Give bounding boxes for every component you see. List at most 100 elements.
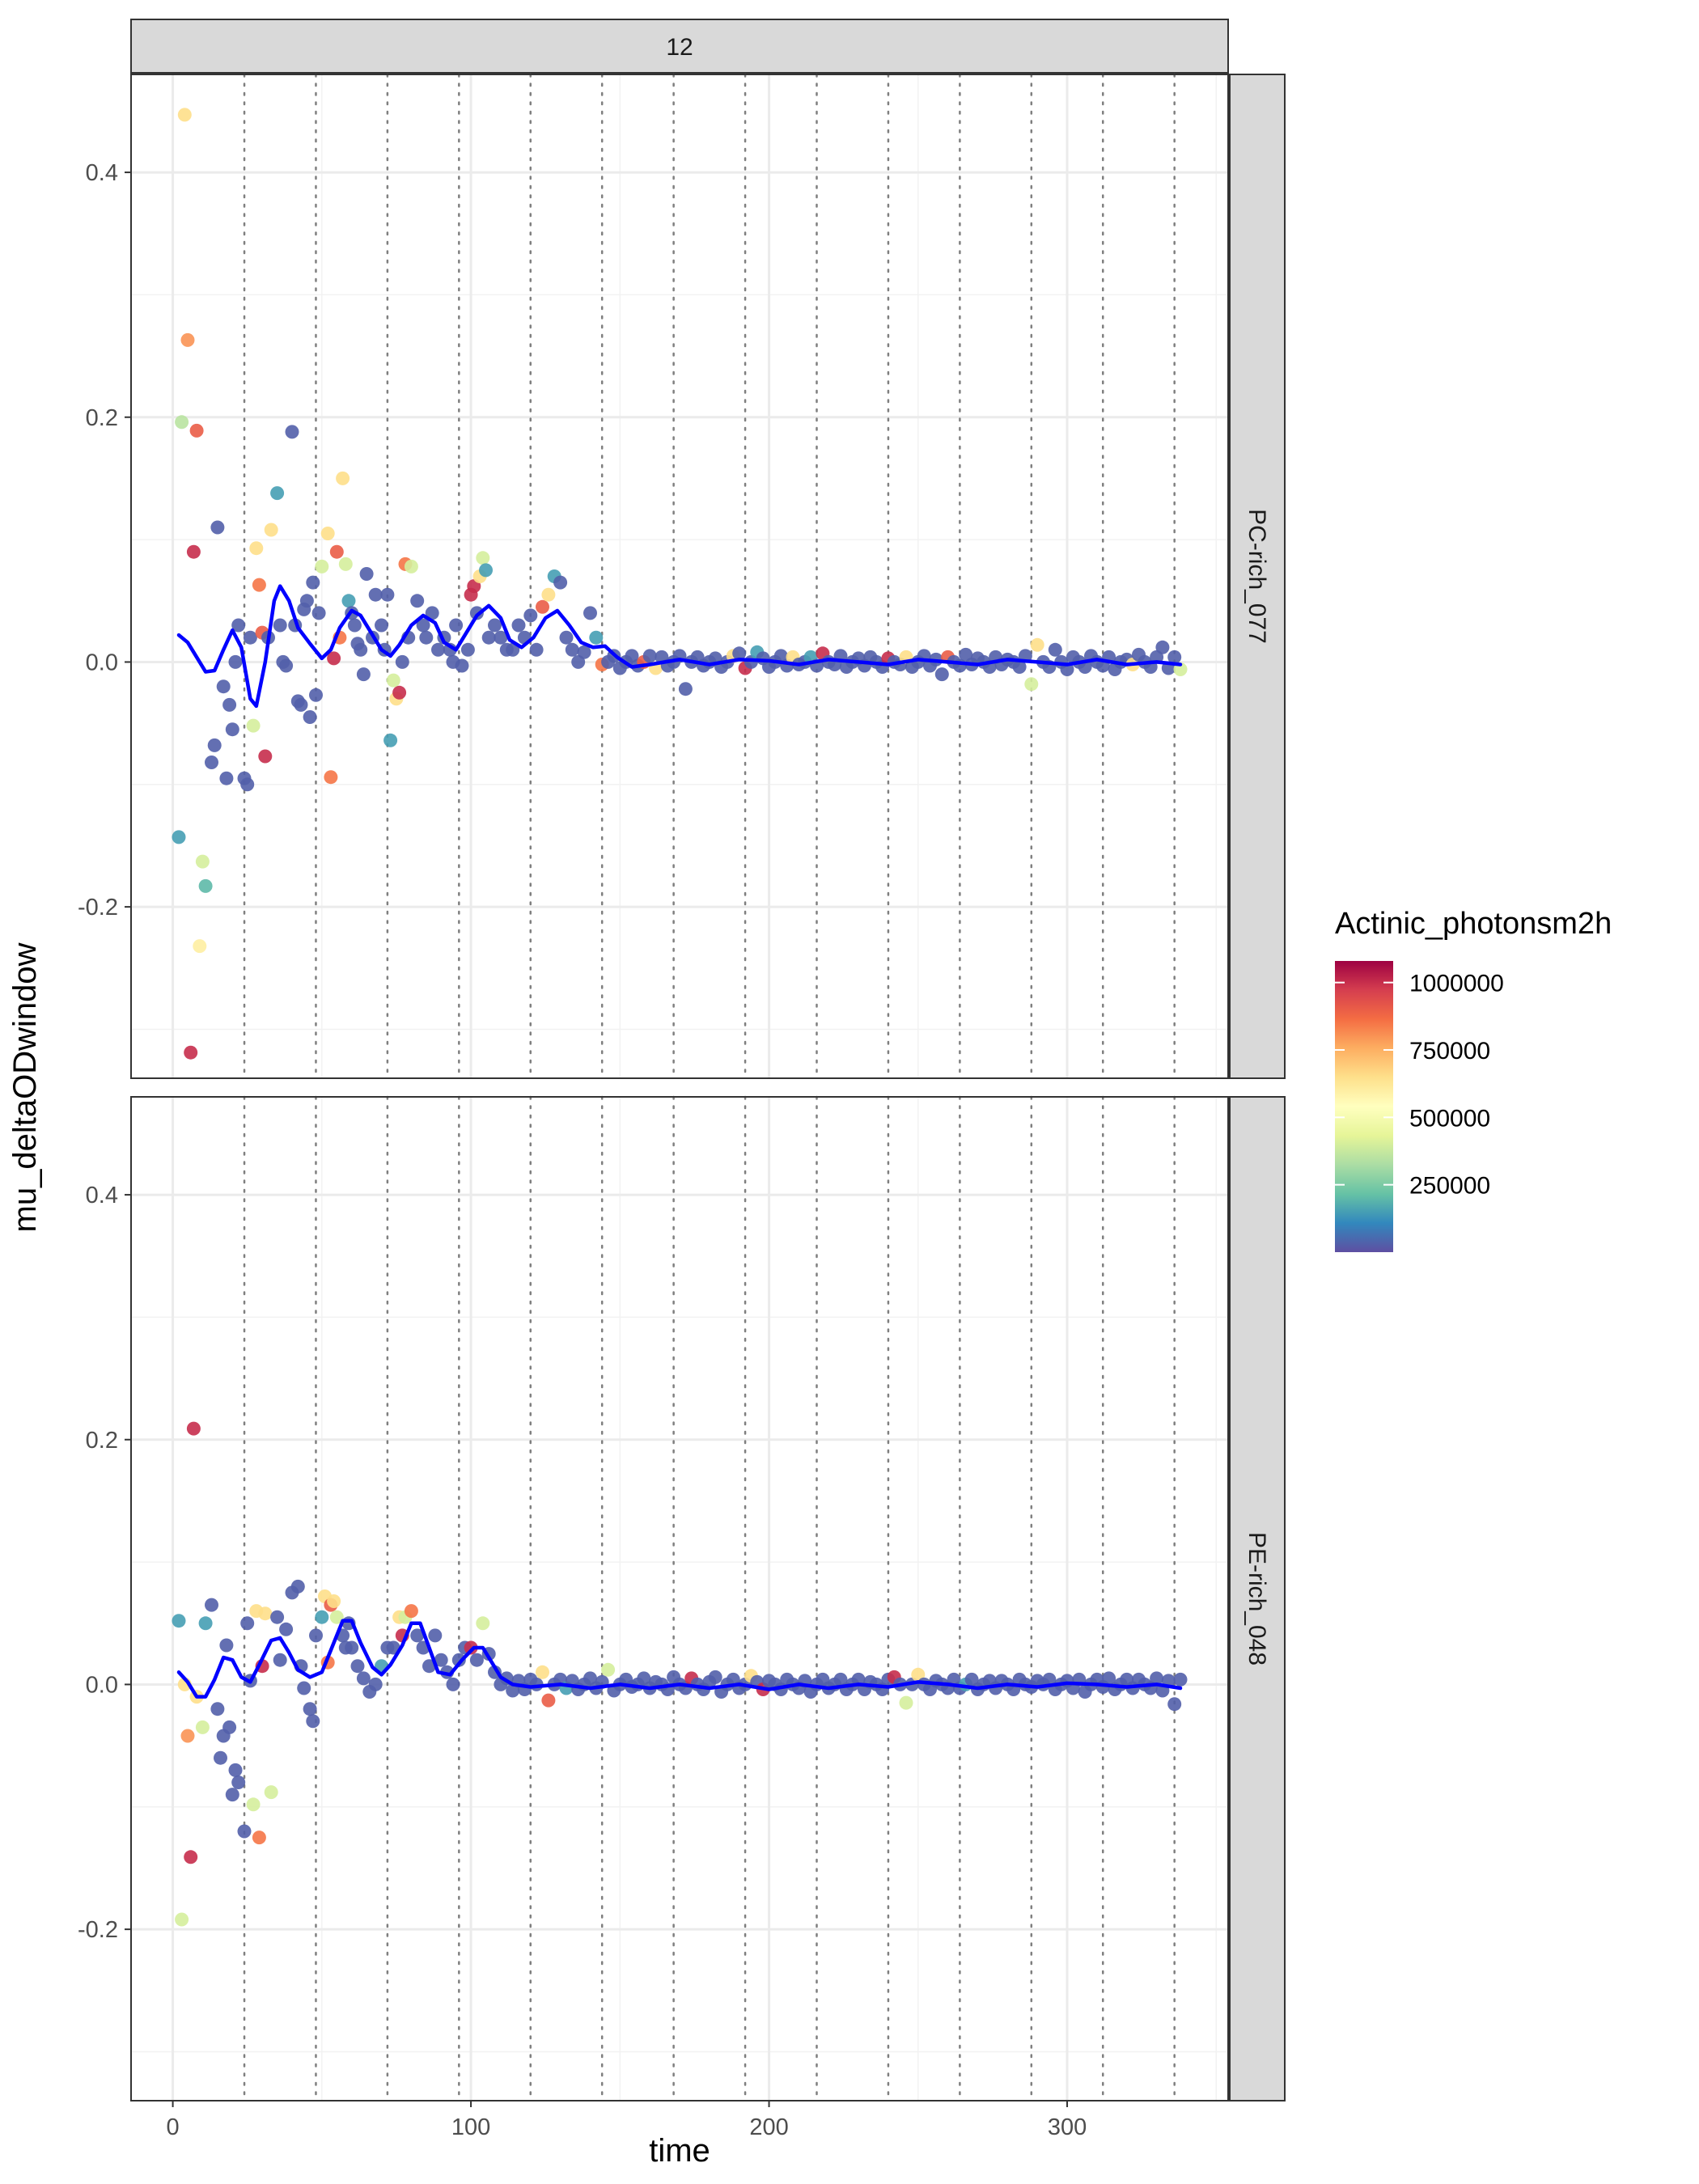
data-point (541, 1693, 556, 1708)
data-point (1012, 660, 1027, 674)
data-point (536, 1665, 549, 1679)
y-tick-label: -0.2 (78, 895, 118, 921)
data-point (240, 777, 255, 792)
data-point (231, 1776, 246, 1789)
data-point (324, 770, 338, 785)
data-point (601, 1662, 616, 1677)
x-tick-label: 100 (451, 2114, 490, 2140)
data-point (410, 594, 425, 608)
data-point (559, 630, 574, 645)
y-tick-label: 0.2 (86, 405, 118, 431)
legend-label: 500000 (1409, 1105, 1490, 1132)
y-tick-label: 0.4 (86, 1183, 118, 1208)
data-point (264, 1785, 278, 1800)
smooth-trend-line (176, 1619, 1183, 1699)
data-point (210, 520, 225, 535)
data-point (1024, 677, 1039, 692)
data-point (455, 658, 469, 673)
legend-colorbar (1335, 961, 1393, 1252)
legend-label: 750000 (1409, 1038, 1490, 1064)
data-point (273, 1653, 287, 1667)
data-point (446, 1677, 460, 1691)
data-point (404, 559, 418, 574)
data-point (341, 594, 356, 608)
data-point (404, 1604, 418, 1619)
data-point (237, 1824, 252, 1839)
data-point (184, 1045, 198, 1060)
data-point (1102, 1671, 1116, 1686)
data-point (231, 618, 246, 633)
data-point (306, 575, 320, 590)
y-axis-title: mu_deltaODwindow (7, 942, 43, 1232)
data-point (252, 1831, 266, 1845)
data-point (354, 642, 368, 657)
data-point (222, 1720, 237, 1734)
data-point (309, 688, 323, 702)
facet-panel: -0.2 0.0 0.2 0.4 PE-rich_048 (78, 1095, 1286, 2102)
x-axis: 0 100 200 300 (167, 2101, 1087, 2140)
data-point (523, 608, 538, 623)
data-point (320, 527, 335, 540)
facet-strip-top: 12 (130, 19, 1229, 74)
data-point (481, 630, 496, 645)
facet-strip-right-rect (1229, 74, 1286, 1079)
data-point (536, 599, 549, 614)
data-point (195, 1720, 210, 1734)
facet-strip-right-label: PC-rich_077 (1244, 509, 1270, 644)
data-point (175, 1912, 189, 1927)
data-point (425, 606, 439, 620)
data-point (180, 1729, 195, 1743)
data-point (228, 654, 243, 669)
data-point (469, 1653, 484, 1667)
x-axis-title: time (649, 2133, 710, 2169)
color-legend: Actinic_photonsm2h 1000000 750000 500000 250… (1335, 907, 1612, 1252)
data-point (184, 1850, 198, 1864)
data-point (189, 423, 204, 438)
data-point (216, 679, 231, 694)
data-point (270, 486, 285, 501)
data-point (195, 854, 210, 869)
data-point (240, 1616, 255, 1631)
data-point (306, 1714, 320, 1729)
data-point (464, 1640, 478, 1655)
data-point (899, 1695, 913, 1710)
data-point (395, 654, 409, 669)
data-point (258, 1606, 273, 1621)
data-point (1150, 1671, 1164, 1686)
data-point (583, 606, 597, 620)
data-point (469, 606, 484, 620)
data-point (1030, 637, 1044, 652)
data-point (511, 618, 526, 633)
data-point (434, 1653, 448, 1667)
data-point (186, 544, 201, 559)
data-point (205, 1598, 218, 1612)
data-point (258, 749, 273, 764)
data-point (359, 567, 374, 581)
facet-strip-right-rect (1229, 1096, 1286, 2101)
data-point (327, 651, 341, 666)
data-point (228, 1763, 243, 1777)
data-point (290, 1579, 305, 1594)
data-point (375, 618, 388, 633)
data-point (299, 594, 314, 608)
x-tick-label: 0 (167, 2114, 180, 2140)
data-point (297, 1681, 311, 1695)
data-point (315, 1610, 329, 1624)
data-point (246, 1797, 261, 1812)
data-point (315, 559, 329, 574)
data-point (577, 645, 591, 659)
data-point (205, 756, 218, 769)
data-point (210, 1702, 225, 1716)
panel-border (130, 74, 1229, 1079)
data-point (476, 551, 490, 565)
data-point (368, 1677, 383, 1691)
data-point (494, 630, 508, 645)
data-point (460, 642, 475, 657)
data-point (198, 1616, 213, 1631)
data-point (225, 722, 239, 737)
data-point (1167, 650, 1182, 664)
data-point (252, 578, 266, 592)
data-point (383, 733, 398, 747)
data-point (410, 1628, 425, 1643)
